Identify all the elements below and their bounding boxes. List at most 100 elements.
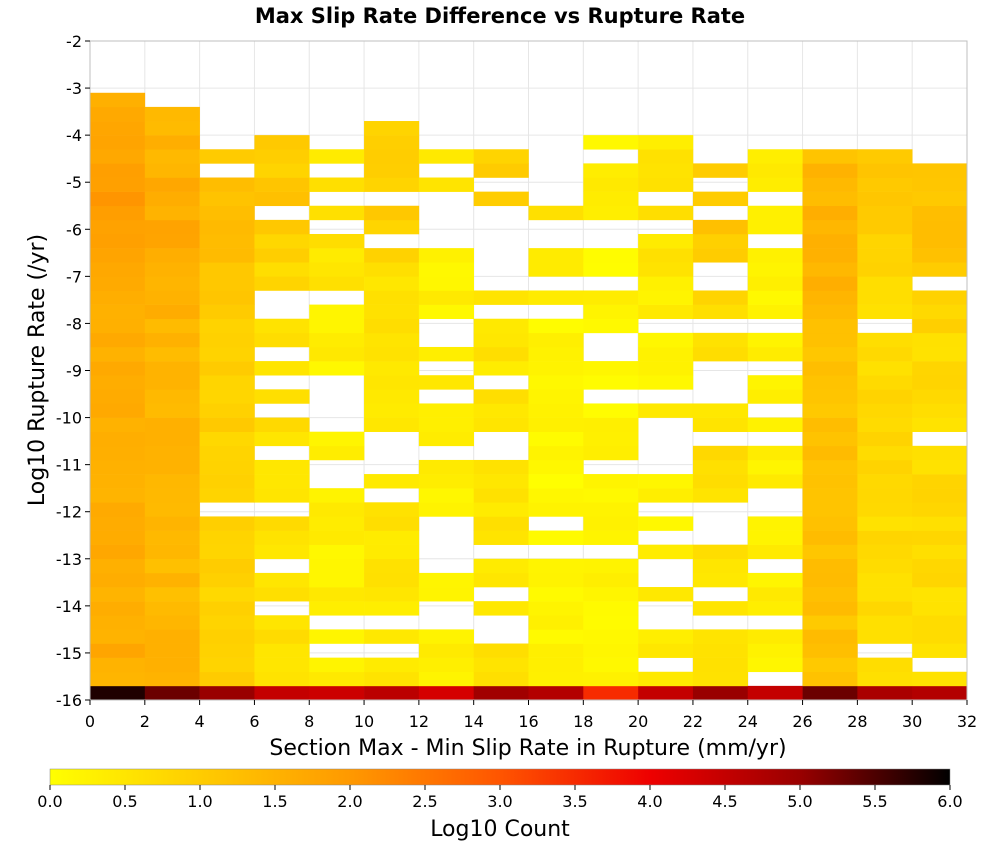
heatmap-cell <box>638 163 694 178</box>
heatmap-cell <box>747 304 803 320</box>
heatmap-cell <box>254 177 310 192</box>
heatmap-cell <box>528 601 584 616</box>
heatmap-cell <box>199 685 255 701</box>
heatmap-cell <box>309 431 365 447</box>
heatmap-cell <box>692 163 749 178</box>
heatmap-cell <box>254 431 310 447</box>
heatmap-cell <box>418 474 474 489</box>
heatmap-cell <box>802 530 858 545</box>
heatmap-cell <box>364 163 420 178</box>
heatmap-cell <box>473 474 529 489</box>
heatmap-cell <box>364 219 420 235</box>
heatmap-cell <box>364 389 420 404</box>
heatmap-cell <box>857 248 913 263</box>
x-tick-label: 30 <box>902 712 922 731</box>
heatmap-cell <box>90 572 146 588</box>
heatmap-cell <box>583 643 639 658</box>
heatmap-cell <box>90 474 146 489</box>
heatmap-cell <box>473 417 529 432</box>
heatmap-cell <box>90 205 146 221</box>
heatmap-cell <box>199 403 255 418</box>
heatmap-cell <box>144 587 200 602</box>
heatmap-cell <box>802 233 858 249</box>
heatmap-cell <box>418 643 474 658</box>
heatmap-cell <box>857 488 913 503</box>
heatmap-cell <box>692 643 749 658</box>
heatmap-cell <box>364 516 420 531</box>
heatmap-cell <box>528 474 584 489</box>
heatmap-cell <box>199 629 255 644</box>
heatmap-cell <box>199 558 255 574</box>
heatmap-cell <box>254 417 310 432</box>
heatmap-cell <box>199 361 255 376</box>
heatmap-cell <box>90 233 146 249</box>
heatmap-cell <box>747 544 803 560</box>
heatmap-cell <box>90 375 146 390</box>
heatmap-cell <box>802 657 858 673</box>
heatmap-cell <box>747 572 803 588</box>
colorbar-ticks: 0.0 0.5 1.0 1.5 2.0 2.5 3.0 3.5 4.0 4.5 5.0 5.5 6.0 <box>37 785 963 811</box>
heatmap-cell <box>90 318 146 334</box>
heatmap-cell <box>912 671 968 687</box>
heatmap-cell <box>912 304 968 320</box>
heatmap-cell <box>144 629 200 644</box>
heatmap-cell <box>583 572 639 588</box>
heatmap-cell <box>144 657 200 673</box>
heatmap-cell <box>747 346 803 362</box>
x-tick-label: 22 <box>683 712 703 731</box>
heatmap-cell <box>473 502 529 517</box>
heatmap-cell <box>912 375 968 390</box>
heatmap-cell <box>309 445 365 461</box>
heatmap-cell <box>802 488 858 503</box>
heatmap-cell <box>857 205 913 221</box>
heatmap-cell <box>912 516 968 531</box>
heatmap-cell <box>857 671 913 687</box>
heatmap-cell <box>199 318 255 334</box>
heatmap-cell <box>747 474 803 489</box>
heatmap-cell <box>309 629 365 644</box>
heatmap-cell <box>692 191 749 207</box>
heatmap-cell <box>144 135 200 150</box>
heatmap-cell <box>254 544 310 560</box>
heatmap-cell <box>692 332 749 348</box>
heatmap-cell <box>528 530 584 545</box>
heatmap-cell <box>90 248 146 263</box>
heatmap-cell <box>364 304 420 320</box>
heatmap-cell <box>90 121 146 136</box>
heatmap-cell <box>199 516 255 531</box>
heatmap-cell <box>254 516 310 531</box>
heatmap-cell <box>802 629 858 644</box>
colorbar-tick-label: 6.0 <box>937 792 962 811</box>
heatmap-cell <box>802 262 858 277</box>
x-tick-label: 4 <box>195 712 205 731</box>
heatmap-cell <box>747 219 803 235</box>
heatmap-cell <box>638 643 694 658</box>
heatmap-cell <box>144 375 200 390</box>
heatmap-cell <box>747 445 803 461</box>
heatmap-cell <box>144 121 200 136</box>
heatmap-cell <box>90 290 146 305</box>
heatmap-cell <box>364 417 420 432</box>
heatmap-cell <box>747 530 803 545</box>
heatmap-cell <box>364 629 420 644</box>
heatmap-cell <box>309 488 365 503</box>
heatmap-cells <box>90 92 968 701</box>
heatmap-cell <box>364 361 420 376</box>
heatmap-cell <box>254 191 310 207</box>
heatmap-cell <box>802 276 858 291</box>
heatmap-cell <box>912 389 968 404</box>
heatmap-cell <box>857 544 913 560</box>
heatmap-cell <box>364 135 420 150</box>
heatmap-cell <box>528 332 584 348</box>
heatmap-cell <box>583 191 639 207</box>
heatmap-cell <box>473 530 529 545</box>
heatmap-cell <box>254 657 310 673</box>
heatmap-cell <box>802 219 858 235</box>
heatmap-cell <box>912 601 968 616</box>
heatmap-cell <box>528 290 584 305</box>
heatmap-cell <box>692 544 749 560</box>
heatmap-cell <box>857 417 913 432</box>
heatmap-cell <box>473 572 529 588</box>
heatmap-cell <box>528 629 584 644</box>
heatmap-cell <box>199 276 255 291</box>
